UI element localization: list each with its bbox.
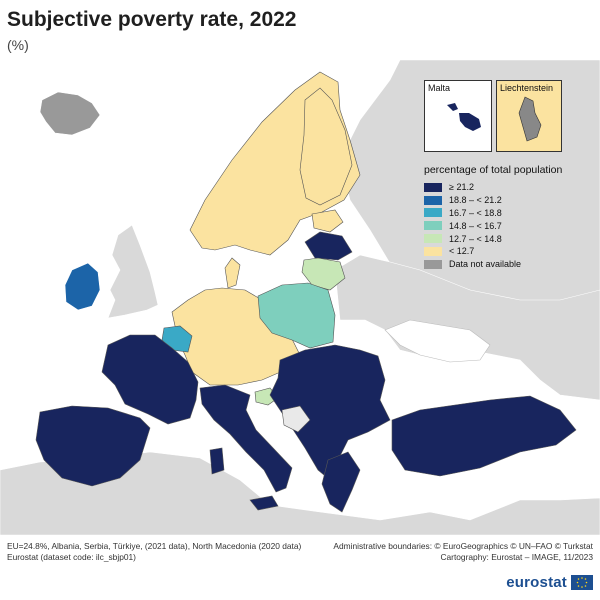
finland-region (299, 87, 353, 206)
legend-item: 14.8 – < 16.7 (424, 219, 596, 232)
footnote-left: EU=24.8%, Albania, Serbia, Türkiye, (202… (7, 541, 301, 563)
bosnia-region (281, 405, 311, 433)
legend-swatch (424, 208, 442, 218)
legend-item: 16.7 – < 18.8 (424, 207, 596, 220)
estonia-region (311, 209, 344, 233)
logo-text: eurostat (506, 574, 567, 591)
map-legend: percentage of total population ≥ 21.2 18… (424, 164, 596, 271)
footnote-boundaries: Administrative boundaries: © EuroGeograp… (333, 541, 593, 551)
ireland-region (64, 262, 101, 311)
lithuania-region (301, 257, 346, 291)
legend-item: < 12.7 (424, 245, 596, 258)
legend-item: ≥ 21.2 (424, 181, 596, 194)
inset-malta: Malta (424, 80, 492, 152)
france-region (101, 334, 199, 425)
latvia-region (304, 231, 353, 261)
poland-region (257, 282, 336, 349)
legend-label: Data not available (449, 259, 522, 270)
legend-swatch (424, 259, 442, 269)
malta-shape (447, 103, 481, 131)
legend-swatch (424, 234, 442, 244)
legend-swatch (424, 246, 442, 256)
footnote-cartography: Cartography: Eurostat – IMAGE, 11/2023 (440, 552, 593, 562)
sardinia-region (209, 447, 225, 475)
legend-item: 18.8 – < 21.2 (424, 194, 596, 207)
legend-label: 12.7 – < 14.8 (449, 233, 502, 244)
legend-title: percentage of total population (424, 164, 563, 176)
legend-label: 16.7 – < 18.8 (449, 207, 502, 218)
iceland-region (39, 91, 101, 136)
inset-malta-label: Malta (428, 83, 451, 93)
eurostat-logo: eurostat (506, 574, 593, 591)
legend-item: Data not available (424, 258, 596, 271)
legend-swatch (424, 195, 442, 205)
iberia-region (35, 405, 151, 487)
footnote-right: Administrative boundaries: © EuroGeograp… (333, 541, 593, 563)
legend-swatch (424, 221, 442, 231)
land-moldova-ukraine (384, 319, 491, 363)
italy-region (199, 384, 293, 493)
liechtenstein-shape (518, 96, 542, 142)
legend-item: 12.7 – < 14.8 (424, 232, 596, 245)
denmark-region (224, 257, 241, 289)
map-title: Subjective poverty rate, 2022 (7, 8, 297, 31)
footnote-eu: EU=24.8%, Albania, Serbia, Türkiye, (202… (7, 541, 302, 551)
map-subtitle: (%) (7, 37, 29, 53)
legend-label: ≥ 21.2 (449, 182, 474, 193)
sicily-region (249, 495, 279, 511)
eu-flag-icon (571, 575, 593, 590)
legend-label: 18.8 – < 21.2 (449, 195, 502, 206)
inset-liechtenstein-label: Liechtenstein (500, 83, 554, 93)
legend-swatch (424, 182, 442, 192)
turkey-region (391, 395, 577, 477)
legend-label: 14.8 – < 16.7 (449, 220, 502, 231)
inset-liechtenstein: Liechtenstein (496, 80, 562, 152)
footnote-dataset: Eurostat (dataset code: ilc_sbjp01) (7, 552, 136, 562)
greece-region (321, 451, 361, 513)
southeast-europe-region (269, 344, 391, 481)
land-uk (107, 224, 159, 319)
legend-label: < 12.7 (449, 246, 475, 257)
